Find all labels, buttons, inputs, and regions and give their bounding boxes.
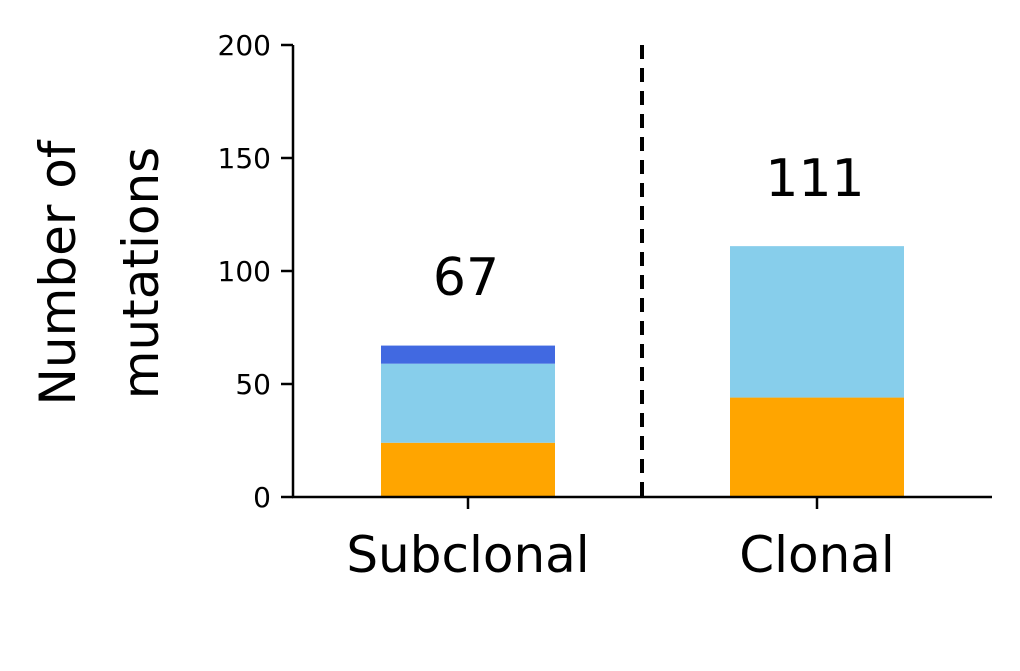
y-tick-label: 200 <box>218 29 271 62</box>
bar-total-label: 67 <box>433 248 499 308</box>
bar-segment <box>381 442 555 497</box>
y-tick-label: 50 <box>235 368 271 401</box>
bar-segment <box>381 345 555 364</box>
bar-segment <box>730 397 904 497</box>
bar-total-label: 111 <box>765 149 864 209</box>
x-ticks: Subclonal Clonal <box>346 497 895 584</box>
y-axis-title-line: Number of <box>29 139 87 405</box>
y-axis-title-line: mutations <box>112 147 170 399</box>
bar-segment <box>730 246 904 398</box>
y-tick-label: 100 <box>218 255 271 288</box>
bar-segment <box>381 363 555 443</box>
y-tick-label: 150 <box>218 142 271 175</box>
y-axis-title: Number of mutations <box>29 139 170 405</box>
y-tick-label: 0 <box>253 481 271 514</box>
total-labels: 67 111 <box>433 149 865 308</box>
bars-layer <box>381 246 904 497</box>
y-ticks: 0 50 100 150 200 <box>218 29 293 514</box>
x-category-label: Clonal <box>739 526 895 584</box>
x-category-label: Subclonal <box>346 526 589 584</box>
